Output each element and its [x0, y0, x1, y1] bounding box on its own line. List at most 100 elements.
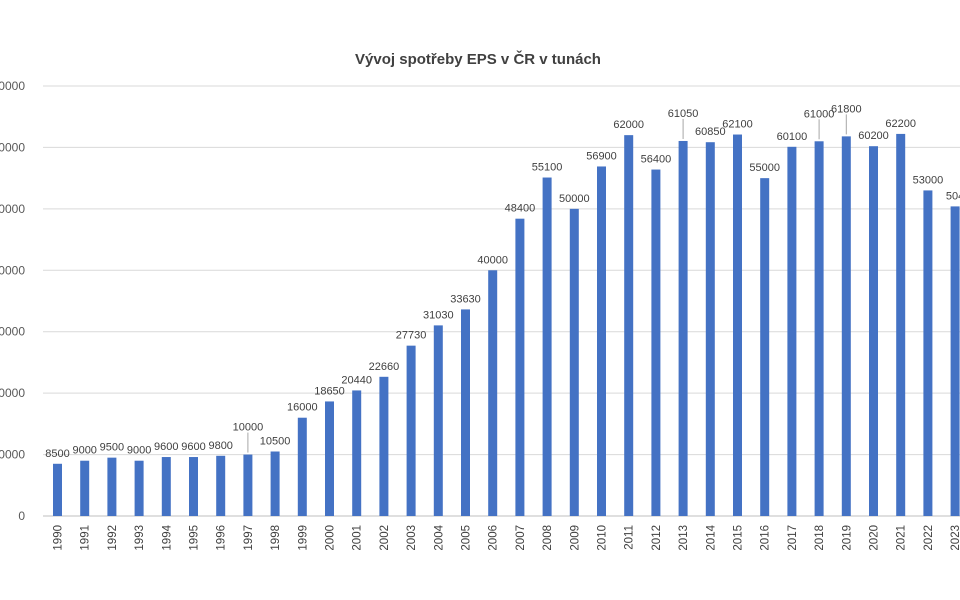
data-label: 9800: [208, 440, 232, 452]
bar: [325, 401, 334, 516]
x-tick-label: 1992: [107, 525, 119, 551]
data-label: 9500: [100, 442, 124, 454]
bar: [705, 142, 715, 516]
data-label: 33630: [450, 293, 481, 305]
x-tick-label: 2018: [814, 525, 826, 551]
data-label: 22660: [369, 361, 400, 373]
bar: [869, 146, 878, 516]
bar: [379, 376, 389, 516]
data-label: 50000: [559, 193, 590, 205]
bar: [352, 390, 362, 516]
y-tick-label: 0000: [0, 140, 25, 154]
x-tick-label: 2022: [923, 525, 935, 551]
data-label: 55100: [532, 162, 563, 174]
bar: [733, 134, 742, 516]
bar: [488, 270, 498, 516]
x-tick-label: 1998: [270, 525, 282, 551]
x-tick-label: 1993: [134, 525, 146, 551]
x-tick-label: 1995: [189, 525, 201, 551]
y-tick-label: 0000: [0, 386, 25, 400]
data-labels: 8500 9000 9500 9000 9600 9600 9800100001050016…: [45, 103, 960, 459]
x-tick-label: 2015: [733, 525, 745, 551]
data-label: 53000: [913, 174, 944, 186]
bar: [597, 166, 606, 516]
data-label: 61000: [804, 108, 835, 120]
bar: [569, 208, 579, 516]
x-tick-label: 1990: [53, 525, 65, 551]
bar: [515, 218, 525, 516]
x-tick-label: 2012: [651, 525, 663, 551]
bar: [950, 206, 960, 516]
bar: [406, 345, 416, 516]
data-label: 9000: [72, 445, 96, 457]
y-tick-label: 0000: [0, 79, 25, 93]
bar: [53, 463, 62, 516]
bar: [134, 460, 144, 516]
y-tick-label: 0000: [0, 325, 25, 339]
data-label: 55000: [749, 162, 780, 174]
bar: [297, 417, 307, 516]
chart-title: Vývoj spotřeby EPS v ČR v tunách: [355, 50, 601, 68]
bar: [80, 460, 90, 516]
x-tick-label: 2008: [542, 525, 554, 551]
bar: [243, 454, 253, 516]
x-tick-label: 2005: [461, 525, 473, 551]
bar: [542, 177, 552, 516]
x-tick-label: 2006: [488, 525, 500, 551]
data-label: 20440: [341, 374, 372, 386]
y-tick-label: 0000: [0, 263, 25, 277]
bar: [923, 190, 933, 516]
data-label: 10500: [260, 436, 291, 448]
x-tick-label: 2017: [787, 525, 799, 551]
y-tick-label: 0000: [0, 448, 25, 462]
data-label: 31030: [423, 309, 454, 321]
x-tick-label: 2011: [624, 525, 636, 550]
x-tick-label: 2002: [379, 525, 391, 551]
bar: [787, 146, 797, 517]
y-tick-label: 0: [18, 509, 25, 523]
x-tick-label: 2010: [597, 525, 609, 551]
data-label: 60850: [695, 126, 726, 138]
bar: [896, 133, 906, 516]
data-label: 16000: [287, 402, 318, 414]
bar: [814, 141, 824, 517]
y-tick-label: 0000: [0, 202, 25, 216]
x-tick-label: 1997: [243, 525, 255, 551]
bar: [461, 309, 470, 516]
data-label: 61800: [831, 103, 862, 115]
data-label: 48400: [505, 203, 536, 215]
data-label: 60200: [858, 130, 889, 142]
bar: [624, 135, 634, 516]
x-tick-label: 1991: [80, 525, 92, 551]
x-tick-label: 2007: [515, 525, 527, 551]
x-tick-label: 2009: [569, 525, 581, 551]
bar: [107, 457, 117, 516]
data-label: 60100: [777, 131, 808, 143]
x-tick-label: 1996: [216, 525, 228, 551]
bar: [678, 140, 688, 516]
data-label: 9600: [181, 441, 205, 453]
bar: [760, 178, 770, 516]
bar: [841, 136, 851, 516]
x-tick-label: 2000: [325, 525, 337, 551]
data-label: 61050: [668, 108, 699, 120]
x-tick-label: 1994: [161, 524, 173, 550]
x-tick-label: 2013: [678, 525, 690, 551]
data-label: 8500: [45, 448, 69, 460]
x-tick-label: 2019: [841, 525, 853, 551]
x-tick-label: 2020: [869, 525, 881, 551]
bar: [651, 169, 661, 517]
x-tick-label: 2021: [896, 525, 908, 551]
data-label: 9600: [154, 441, 178, 453]
data-label: 56900: [586, 150, 617, 162]
data-label: 62000: [613, 119, 644, 131]
bar: [189, 457, 198, 516]
data-label: 9000: [127, 445, 151, 457]
bar: [270, 451, 280, 516]
x-tick-label: 2001: [352, 525, 364, 551]
bars: [53, 133, 960, 517]
bar: [161, 457, 171, 516]
data-label: 62200: [885, 118, 916, 130]
data-label: 10000: [233, 422, 264, 434]
